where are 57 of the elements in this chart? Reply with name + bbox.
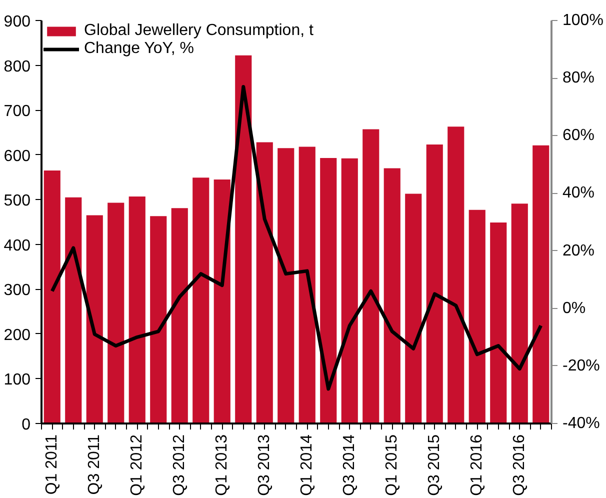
y-tick-label: 800 (4, 58, 31, 76)
bar (192, 178, 210, 424)
bar (44, 170, 60, 424)
y2-tick-label: 20% (562, 242, 595, 260)
bar (150, 216, 167, 424)
x-tick-label: Q1 2012 (128, 434, 146, 496)
bar (468, 210, 486, 424)
bar (341, 158, 358, 424)
legend-label: Change YoY, % (84, 40, 194, 58)
x-tick-label: Q3 2012 (171, 434, 188, 496)
bar (108, 202, 124, 424)
y2-tick-label: 80% (562, 70, 595, 87)
y-tick-label: 0 (22, 416, 31, 434)
bar (298, 146, 316, 424)
x-tick-label: Q1 2011 (44, 434, 61, 495)
x-tick-label: Q1 2015 (384, 434, 401, 496)
y-tick-label: 600 (4, 148, 31, 165)
x-tick-label: Q3 2014 (341, 434, 358, 496)
bar (256, 142, 273, 424)
x-tick-label: Q3 2011 (86, 434, 104, 495)
bar (171, 208, 188, 424)
bar (532, 145, 550, 424)
bar (65, 197, 82, 424)
bar (86, 215, 103, 424)
bar (128, 196, 146, 424)
bar (511, 204, 528, 424)
x-tick-label: Q1 2013 (214, 434, 231, 496)
bar (490, 222, 507, 424)
y2-tick-label: 40% (562, 184, 595, 202)
y2-tick-label: -40% (562, 415, 600, 432)
y2-tick-label: -20% (562, 357, 600, 374)
bar (362, 129, 380, 424)
x-tick-label: Q1 2014 (298, 434, 316, 496)
y-tick-label: 900 (4, 14, 31, 30)
bar (384, 168, 400, 424)
y-tick-label: 400 (4, 237, 31, 254)
x-tick-label: Q3 2016 (511, 434, 528, 496)
bar (320, 158, 337, 424)
y-tick-label: 300 (4, 282, 31, 300)
bar (214, 179, 230, 424)
bar (235, 55, 252, 424)
y2-tick-label: 0% (562, 300, 586, 317)
bar (448, 126, 464, 424)
y-tick-label: 100 (4, 372, 31, 389)
y-tick-label: 200 (4, 326, 31, 344)
y-tick-label: 700 (4, 103, 31, 120)
x-tick-label: Q1 2016 (468, 434, 486, 496)
legend-label: Global Jewellery Consumption, t (84, 22, 314, 40)
y-tick-label: 500 (4, 192, 31, 210)
line-series (50, 84, 543, 391)
x-tick-label: Q3 2015 (426, 434, 444, 496)
bar (278, 148, 294, 424)
bar (426, 144, 443, 424)
x-tick-label: Q3 2013 (256, 434, 274, 496)
y2-tick-label: 60% (562, 127, 595, 144)
y2-tick-label: 100% (562, 12, 604, 29)
bar (405, 194, 422, 424)
